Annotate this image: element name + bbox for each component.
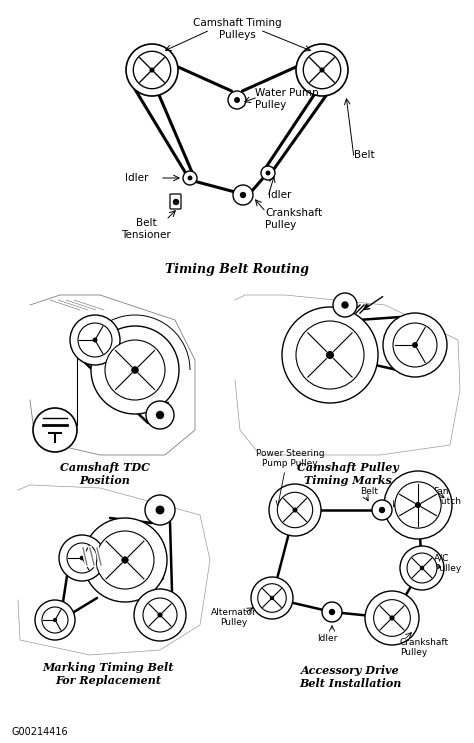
- Circle shape: [416, 502, 420, 507]
- Text: Belt
Tensioner: Belt Tensioner: [121, 218, 171, 239]
- Text: Alternator
Pulley: Alternator Pulley: [211, 608, 257, 627]
- Circle shape: [266, 171, 270, 175]
- Circle shape: [188, 176, 192, 180]
- Text: Crankshaft
Pulley: Crankshaft Pulley: [400, 638, 449, 658]
- Circle shape: [183, 171, 197, 185]
- Circle shape: [35, 600, 75, 640]
- Text: A/C
Pulley: A/C Pulley: [434, 554, 461, 573]
- Text: Camshaft Pulley
Timing Marks: Camshaft Pulley Timing Marks: [297, 462, 399, 486]
- Text: Crankshaft
Pulley: Crankshaft Pulley: [265, 208, 322, 230]
- Circle shape: [271, 597, 273, 600]
- Circle shape: [329, 609, 335, 614]
- Text: Timing Belt Routing: Timing Belt Routing: [165, 264, 309, 276]
- Circle shape: [122, 557, 128, 563]
- Circle shape: [83, 518, 167, 602]
- Circle shape: [400, 546, 444, 590]
- Circle shape: [269, 484, 321, 536]
- Circle shape: [78, 323, 112, 357]
- Circle shape: [59, 535, 105, 581]
- Text: Fan
Clutch: Fan Clutch: [433, 487, 462, 507]
- Circle shape: [156, 506, 164, 513]
- Circle shape: [33, 408, 77, 452]
- Circle shape: [282, 307, 378, 403]
- Circle shape: [384, 471, 452, 539]
- Text: Camshaft Timing
Pulleys: Camshaft Timing Pulleys: [193, 18, 281, 39]
- Circle shape: [374, 600, 410, 636]
- Circle shape: [70, 315, 120, 365]
- Circle shape: [173, 200, 179, 204]
- Circle shape: [251, 577, 293, 619]
- Circle shape: [293, 508, 297, 512]
- Circle shape: [156, 412, 164, 418]
- Circle shape: [390, 616, 394, 620]
- Circle shape: [296, 44, 348, 96]
- Text: Power Steering
Pump Pulley: Power Steering Pump Pulley: [255, 449, 324, 468]
- Text: Idler: Idler: [268, 190, 292, 200]
- Circle shape: [393, 323, 437, 367]
- Circle shape: [395, 482, 441, 528]
- Circle shape: [67, 543, 97, 573]
- Circle shape: [296, 321, 364, 389]
- Text: Camshaft TDC
Position: Camshaft TDC Position: [60, 462, 150, 486]
- Circle shape: [372, 500, 392, 520]
- Circle shape: [420, 566, 424, 570]
- Text: Belt: Belt: [354, 150, 374, 160]
- Circle shape: [158, 613, 162, 617]
- Circle shape: [327, 351, 333, 358]
- Circle shape: [277, 493, 313, 528]
- Circle shape: [146, 401, 174, 429]
- Circle shape: [333, 293, 357, 317]
- Circle shape: [143, 598, 177, 632]
- Circle shape: [261, 166, 275, 180]
- FancyBboxPatch shape: [170, 194, 181, 209]
- Text: Idler: Idler: [125, 173, 148, 183]
- Circle shape: [150, 68, 154, 72]
- Text: G00214416: G00214416: [12, 727, 69, 737]
- Circle shape: [145, 495, 175, 525]
- Circle shape: [258, 584, 286, 612]
- Circle shape: [320, 68, 324, 72]
- Circle shape: [134, 589, 186, 641]
- Text: Water Pump
Pulley: Water Pump Pulley: [255, 88, 319, 110]
- Circle shape: [96, 531, 154, 589]
- Circle shape: [235, 98, 239, 103]
- Circle shape: [407, 553, 437, 583]
- Circle shape: [380, 507, 384, 513]
- Circle shape: [322, 602, 342, 622]
- Circle shape: [54, 619, 56, 621]
- Circle shape: [105, 340, 165, 400]
- Circle shape: [91, 326, 179, 414]
- Text: Idler: Idler: [397, 493, 418, 502]
- Circle shape: [42, 607, 68, 633]
- Circle shape: [233, 185, 253, 205]
- Circle shape: [133, 51, 171, 88]
- Text: Accessory Drive
Belt Installation: Accessory Drive Belt Installation: [299, 665, 401, 689]
- Text: Idler: Idler: [317, 634, 337, 643]
- Circle shape: [365, 591, 419, 645]
- Text: Belt: Belt: [360, 487, 378, 496]
- Circle shape: [303, 51, 341, 88]
- Circle shape: [93, 338, 97, 342]
- Circle shape: [413, 343, 417, 347]
- Circle shape: [228, 91, 246, 109]
- Circle shape: [81, 557, 83, 559]
- Circle shape: [342, 302, 348, 308]
- Circle shape: [132, 367, 138, 373]
- Text: Marking Timing Belt
For Replacement: Marking Timing Belt For Replacement: [42, 662, 173, 686]
- Circle shape: [240, 192, 246, 198]
- Circle shape: [126, 44, 178, 96]
- Circle shape: [383, 313, 447, 377]
